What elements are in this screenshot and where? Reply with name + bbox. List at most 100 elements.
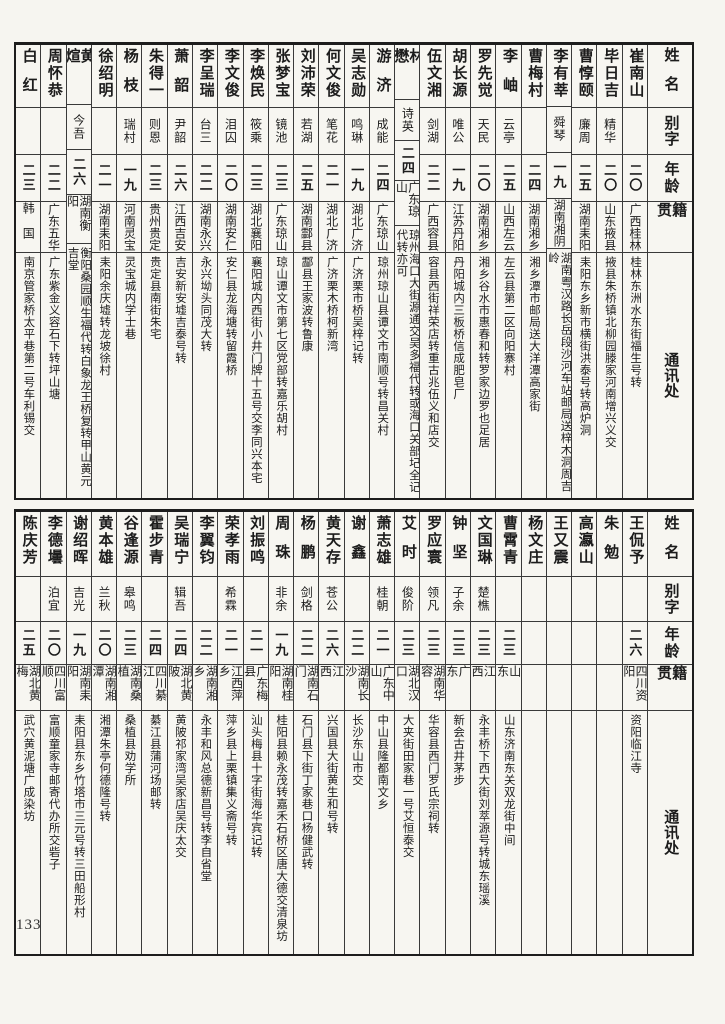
person-column: 曹霄青 二三 山东 山东济南东关双龙街中间	[495, 512, 521, 954]
person-age: 二〇	[627, 163, 643, 193]
person-alias-cell: 鸣琳	[344, 107, 369, 154]
person-address: 永丰和风总德新昌号转李自省堂	[199, 714, 212, 882]
person-column: 张梦宝 镜池 二三 广东琼山 琼山谭文市第七区党部转嘉乐胡村	[267, 45, 294, 498]
person-address: 桑植县劝学所	[123, 714, 136, 786]
person-address-cell: 南京管家桥太平巷第二号车利锡交	[15, 252, 41, 498]
header-name-cell: 姓名	[648, 45, 692, 107]
person-name: 钟坚	[450, 515, 467, 573]
person-name-cell: 李翼钧	[193, 512, 217, 576]
person-native-place-cell	[572, 664, 597, 710]
person-native-place: 湖北黄梅	[15, 665, 41, 701]
person-age-cell: 二三	[142, 154, 167, 201]
person-age-cell: 二五	[496, 154, 521, 201]
person-alias-cell: 精华	[597, 107, 622, 154]
person-name: 徐绍明	[96, 48, 113, 99]
person-address-cell: 酃县王家波转鲁康	[294, 252, 319, 498]
header-address-label: 通讯处	[662, 352, 679, 399]
person-column: 杨枝 瑞村 一九 河南灵宝 灵宝城内学士巷	[116, 45, 142, 498]
person-alias: 楚樵	[476, 586, 491, 612]
person-column: 刘沛荣 若湖 二五 湖南酃县 酃县王家波转鲁康	[293, 45, 319, 498]
person-name: 周珠	[273, 515, 290, 573]
person-name: 王侃予	[627, 515, 644, 566]
person-age-cell	[572, 621, 597, 664]
person-address-cell: 永丰桥下西大街刘萃源号转城东瑶溪	[471, 710, 496, 954]
person-native-place: 湖南耒阳	[577, 203, 592, 251]
person-address-cell: 湘乡谷水市惠春和转罗家边罗也足居	[471, 252, 496, 498]
person-age-cell: 二六	[622, 621, 647, 664]
person-age-cell: 二四	[395, 139, 420, 181]
person-column: 崔南山 二〇 广西桂林 桂林东洲水东街福生号转	[621, 45, 647, 498]
header-native-label: 籍贯	[655, 202, 687, 230]
person-alias: 笔花	[324, 118, 339, 144]
person-native-place-cell: 湖北广济	[319, 201, 344, 252]
person-name: 朱得一	[147, 48, 164, 99]
person-native-place-cell: 湖南桂阳	[268, 664, 294, 710]
person-native-place-cell: 山东	[496, 664, 521, 710]
person-name: 李岫	[500, 48, 517, 106]
person-name: 伍文湘	[425, 48, 442, 99]
person-age-cell: 二四	[142, 621, 167, 664]
person-age: 二三	[425, 628, 441, 658]
person-name: 萧志雄	[374, 515, 391, 566]
person-address-cell	[597, 710, 622, 954]
person-native-place: 广东梅县	[243, 665, 268, 701]
person-alias: 剑格	[299, 586, 314, 612]
person-alias-cell	[622, 107, 647, 154]
person-column: 黄天存 苍公 二六 江西 兴国县大街黄生和号转	[318, 512, 344, 954]
person-native-place-cell: 湖南湘潭	[91, 664, 117, 710]
person-name: 李呈瑞	[197, 48, 214, 99]
person-age-cell: 二五	[572, 154, 597, 201]
person-name: 谢鑫	[349, 515, 366, 573]
person-native-place-cell: 湖南安仁	[218, 201, 243, 252]
person-native-place: 韩国	[21, 202, 36, 252]
person-column: 李翼钧 二二 湖南湘乡 永丰和风总德新昌号转李自省堂	[191, 512, 218, 954]
person-name: 杨鹏	[298, 515, 315, 573]
person-native-place-cell	[597, 664, 622, 710]
person-alias: 兰秋	[96, 586, 111, 612]
person-age: 二四	[172, 628, 188, 658]
person-native-place-cell: 湖南衡阳	[66, 193, 91, 243]
person-age-cell: 二四	[369, 154, 395, 201]
person-age: 二一	[248, 628, 264, 658]
person-age-cell: 二三	[471, 621, 496, 664]
person-native-place: 山东	[496, 665, 521, 690]
header-age-cell: 年龄	[648, 621, 692, 664]
header-age-label: 年龄	[662, 626, 679, 660]
person-native-place-cell: 四川富顺	[41, 664, 66, 710]
person-name-cell: 徐绍明	[92, 45, 116, 107]
person-name-cell: 黄煊	[67, 45, 91, 104]
person-name-cell: 吴瑞宁	[168, 512, 192, 576]
person-column: 霍步青 二四 四川綦江 綦江县蒲河场邮转	[141, 512, 167, 954]
person-name-cell: 谷逢源	[117, 512, 141, 576]
person-name-cell: 杨枝	[117, 45, 141, 107]
person-column: 谷逢源 皋鸣 二三 湖南桑植 桑植县劝学所	[116, 512, 142, 954]
person-column: 徐绍明 二一 湖南耒阳 耒阳余庆墟转龙坡徐村	[90, 45, 117, 498]
person-name-cell: 萧韶	[168, 45, 192, 107]
person-name-cell: 王又震	[547, 512, 571, 576]
person-age: 二二	[197, 163, 213, 193]
person-alias-cell	[41, 107, 66, 154]
person-alias: 舜琴	[552, 116, 567, 143]
person-address-cell	[572, 710, 597, 954]
header-name-cell: 姓名	[648, 512, 692, 576]
person-alias-cell: 则恩	[142, 107, 167, 154]
person-address-cell: 广济栗市桥吴梓记转	[344, 252, 369, 498]
person-column: 曹梅村 二四 湖南湘乡 湘乡潭市邮局送大洋潭高家街	[520, 45, 546, 498]
person-name: 艾时	[399, 515, 416, 573]
person-column: 艾时 俊阶 二三 湖北汉口 大夹街田家巷一号艾恒泰交	[394, 512, 420, 954]
person-address-cell: 吉安新安墟吉泰号转	[167, 252, 192, 498]
person-column: 李岫 云亭 二五 山西左云 左云县第二区向阳寨村	[495, 45, 521, 498]
person-alias-cell	[572, 576, 597, 621]
person-name-cell: 高瀛山	[572, 512, 596, 576]
person-column: 杨文庄	[520, 512, 546, 954]
person-name-cell: 刘振鸣	[244, 512, 268, 576]
person-address: 酃县王家波转鲁康	[300, 256, 313, 352]
person-native-place-cell: 湖北汉口	[395, 664, 420, 710]
person-address: 黄陂祁家湾吴家店吴庆太交	[174, 714, 187, 858]
person-native-place-cell: 江苏丹阳	[445, 201, 471, 252]
person-alias-cell: 舜琴	[546, 105, 572, 152]
person-name-cell: 伍文湘	[420, 45, 444, 107]
person-address: 衡阳桑园顺生福代转白象龙王桥复转甲山黄元吉堂	[66, 246, 91, 487]
person-native-place: 广东琼山	[274, 203, 289, 251]
person-alias-cell	[521, 576, 546, 621]
